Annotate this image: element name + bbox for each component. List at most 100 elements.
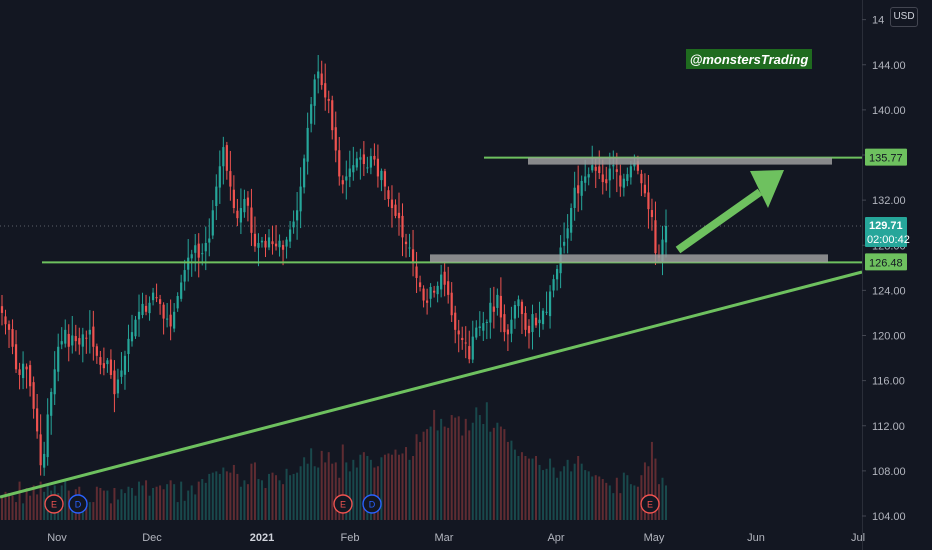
volume-bar — [282, 484, 285, 520]
volume-bar — [380, 457, 383, 520]
time-tick-label: Jul — [851, 532, 865, 544]
volume-bar — [520, 452, 523, 520]
watermark-badge: @monstersTrading — [686, 49, 812, 69]
volume-bar — [348, 471, 351, 520]
up-right-arrow-icon[interactable] — [675, 170, 784, 254]
candle — [81, 334, 84, 347]
dividend-marker[interactable]: D — [68, 494, 88, 514]
volume-bar — [615, 477, 618, 520]
volume-bar — [15, 502, 18, 520]
volume-bar — [22, 503, 25, 520]
volume-bar — [225, 471, 228, 520]
time-tick-label: Nov — [47, 532, 67, 544]
volume-bar — [457, 416, 460, 520]
earnings-marker[interactable]: E — [44, 494, 64, 514]
marker-circle — [333, 494, 353, 514]
volume-bar — [426, 429, 429, 520]
support-zone[interactable] — [430, 254, 828, 263]
price-tick-label: 116.00 — [872, 376, 905, 388]
volume-bar — [394, 449, 397, 520]
volume-bar — [443, 426, 446, 520]
volume-bar — [243, 480, 246, 520]
candle — [622, 178, 625, 188]
volume-bar — [580, 463, 583, 520]
volume-bar — [629, 484, 632, 520]
candle — [619, 175, 622, 187]
volume-bar — [327, 452, 330, 520]
candle — [608, 168, 611, 181]
candle — [447, 281, 450, 295]
volume-bar — [545, 468, 548, 520]
candle — [454, 312, 457, 330]
candle — [555, 268, 559, 280]
time-tick-label: May — [644, 532, 665, 544]
candle — [545, 311, 548, 313]
candle — [74, 336, 77, 342]
candle — [348, 168, 351, 177]
candle — [499, 295, 502, 318]
earnings-marker[interactable]: E — [333, 494, 353, 514]
volume-bar — [278, 480, 281, 520]
candle — [46, 414, 49, 458]
candle — [426, 300, 429, 303]
candle — [331, 100, 334, 131]
time-tick-label: Apr — [547, 532, 564, 544]
price-tick-label: 132.00 — [872, 195, 906, 207]
candle — [106, 360, 109, 365]
candle — [148, 302, 151, 314]
candle — [303, 158, 306, 188]
volume-bar — [64, 479, 67, 520]
volume-bar — [482, 424, 485, 520]
volume-bar — [1, 495, 3, 520]
candle — [510, 319, 513, 334]
candle — [422, 288, 425, 301]
candle — [218, 166, 221, 188]
price-tick-label: 112.00 — [872, 421, 905, 433]
candle — [190, 254, 193, 259]
candle — [457, 330, 460, 335]
candle — [538, 319, 541, 324]
volume-bar — [650, 441, 653, 520]
volume-bar — [39, 481, 42, 520]
candle — [215, 186, 218, 207]
candle — [664, 225, 668, 243]
volume-bar — [591, 476, 594, 520]
watermark-background — [686, 49, 812, 69]
volume-bar — [138, 481, 141, 520]
candle — [566, 228, 569, 239]
candle — [541, 310, 545, 325]
ascending-trendline[interactable] — [0, 270, 863, 499]
candle — [433, 290, 436, 293]
volume-bar — [324, 462, 327, 520]
volume-bar — [285, 468, 288, 520]
volume-bar — [419, 441, 422, 520]
candle — [14, 344, 18, 370]
volume-bar — [134, 495, 137, 520]
time-axis[interactable]: Nov Dec 2021 Feb Mar Apr May Jun Jul — [47, 532, 865, 544]
price-tick-label: 120.00 — [872, 331, 906, 343]
volume-bar — [159, 485, 162, 520]
volume-bar — [601, 479, 604, 520]
volume-bar — [506, 441, 509, 520]
volume-bar — [478, 415, 481, 520]
resistance-zone[interactable] — [528, 157, 832, 165]
volume-bar — [173, 484, 176, 520]
candle — [141, 303, 144, 316]
time-tick-label: Dec — [142, 532, 162, 544]
volume-bar — [201, 479, 204, 520]
earnings-marker[interactable]: E — [640, 494, 660, 514]
drawings[interactable] — [0, 156, 863, 499]
candle — [130, 332, 134, 342]
candle — [524, 312, 527, 330]
volume-bar — [387, 453, 390, 520]
currency-button[interactable]: USD — [890, 7, 918, 27]
volume-bar — [531, 458, 534, 520]
volume-bar — [362, 452, 365, 520]
candle — [166, 318, 169, 320]
volume-bars — [1, 402, 667, 520]
dividend-marker[interactable]: D — [362, 494, 382, 514]
marker-circle — [640, 494, 660, 514]
candle — [158, 299, 162, 304]
